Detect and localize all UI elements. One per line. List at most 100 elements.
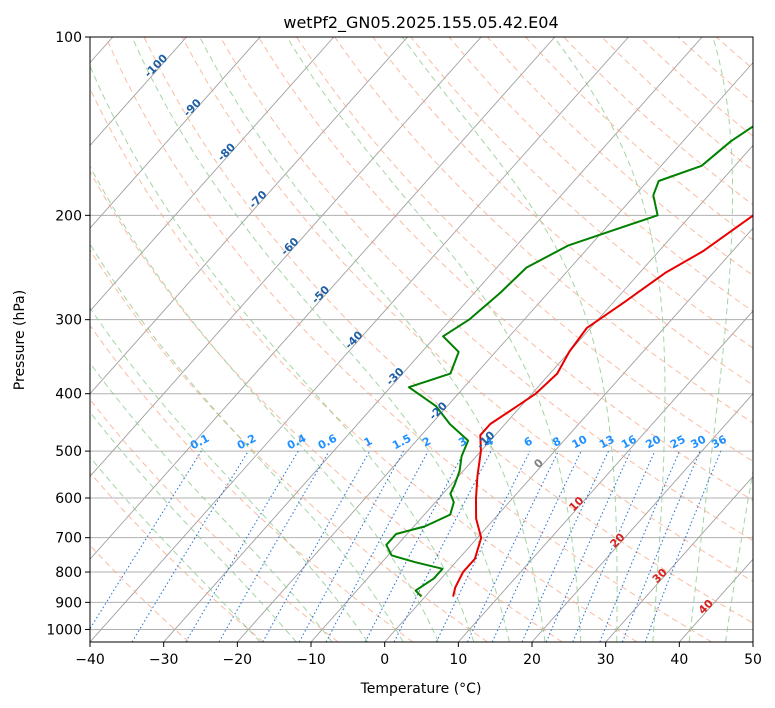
isotherm-label: -60: [278, 235, 301, 258]
plot-frame: [89, 36, 754, 643]
mixing-ratio-line: [131, 450, 249, 642]
mixing-ratio-label: 6: [522, 434, 535, 449]
mixing-ratio-label: 0.1: [188, 432, 211, 453]
mixing-ratio-line: [621, 450, 701, 642]
isotherm-line: [605, 475, 753, 642]
dry-adiabat-line: [487, 37, 753, 277]
isotherm-label: -40: [342, 328, 365, 351]
mixing-ratio-label: 20: [643, 433, 663, 452]
mixing-ratio-line: [467, 450, 559, 642]
x-tick-label: 40: [670, 652, 688, 668]
mixing-ratio-label: 1.5: [390, 432, 413, 453]
x-tick-label: −10: [296, 652, 326, 668]
y-tick-label: 600: [55, 491, 82, 507]
dry-adiabat-line: [90, 170, 563, 642]
x-tick-label: 20: [523, 652, 541, 668]
moist-adiabat-line: [90, 243, 404, 642]
isotherm-line: [457, 310, 753, 642]
x-tick-label: 10: [449, 652, 467, 668]
moist-adiabat-line: [286, 37, 582, 642]
isotherm-line: [384, 227, 753, 642]
mixing-ratio-line: [644, 450, 722, 642]
mixing-ratio-line: [185, 450, 299, 642]
dry-adiabat-line: [90, 398, 339, 642]
mixing-ratio-label: 0.4: [285, 432, 309, 453]
isotherm-line: [236, 61, 753, 642]
moist-adiabat-line: [90, 64, 475, 642]
mixing-ratio-label: 13: [597, 433, 617, 452]
x-tick-label: 0: [380, 652, 389, 668]
isotherm-label: -50: [309, 283, 332, 306]
isotherm-line: [90, 37, 556, 560]
isotherm-line: [310, 144, 753, 642]
mixing-ratio-label: 1: [362, 434, 375, 449]
dry-adiabat-label: 30: [650, 566, 670, 586]
mixing-ratio-line: [90, 450, 202, 630]
moist-adiabat-line: [725, 468, 753, 642]
dry-adiabat-line: [90, 324, 414, 642]
dry-adiabat-line: [448, 37, 753, 313]
isotherm-line: [163, 37, 703, 642]
y-tick-label: 100: [55, 30, 82, 46]
dry-adiabat-line: [601, 37, 753, 171]
mixing-ratio-line: [572, 450, 656, 642]
dry-adiabat-line: [90, 248, 488, 642]
y-tick-label: 200: [55, 208, 82, 224]
moist-adiabat-line: [90, 165, 439, 642]
mixing-ratio-line: [298, 450, 404, 642]
isotherm-label: -100: [142, 51, 171, 80]
isotherm-line: [90, 37, 629, 642]
dry-adiabat-line: [143, 37, 753, 624]
mixing-ratio-line: [364, 450, 465, 642]
mixing-ratio-label: 2: [420, 434, 433, 449]
dry-adiabat-line: [372, 37, 753, 386]
mixing-ratio-line: [545, 450, 632, 642]
mixing-ratio-line: [491, 450, 582, 642]
mixing-ratio-label: 30: [689, 433, 709, 452]
x-tick-label: 50: [744, 652, 762, 668]
chart-title: wetPf2_GN05.2025.155.05.42.E04: [283, 13, 558, 33]
dry-adiabat-line: [677, 37, 753, 103]
y-tick-label: 800: [55, 565, 82, 581]
mixing-ratio-line: [521, 450, 609, 642]
dry-adiabat-line: [105, 37, 712, 642]
dry-adiabat-label: 10: [566, 494, 586, 514]
mixing-ratio-line: [599, 450, 680, 642]
dry-adiabat-line: [90, 87, 638, 642]
mixing-ratio-line: [393, 450, 492, 642]
dry-adiabat-line: [90, 471, 264, 642]
dry-adiabat-line: [257, 37, 753, 502]
isotherm-line: [90, 37, 335, 312]
isotherm-line: [90, 37, 261, 229]
dry-adiabat-line: [410, 37, 753, 349]
mixing-ratio-line: [262, 450, 371, 642]
mixing-ratio-label: 10: [570, 433, 590, 452]
dewpoint-profile-line: [385, 125, 753, 598]
dry-adiabat-line: [334, 37, 753, 424]
moist-adiabat-line: [131, 37, 510, 642]
moist-adiabat-line: [553, 37, 666, 642]
dry-adiabat-line: [90, 544, 190, 642]
isotherm-line: [531, 393, 753, 642]
moist-adiabat-line: [90, 456, 261, 642]
x-tick-label: −40: [75, 652, 105, 668]
mixing-ratio-line: [218, 450, 330, 642]
x-tick-label: −30: [149, 652, 179, 668]
moist-adiabat-line: [688, 37, 734, 642]
y-tick-label: 700: [55, 531, 82, 547]
isotherm-line: [752, 641, 753, 642]
dry-adiabat-line: [715, 37, 753, 70]
x-tick-label: −20: [223, 652, 253, 668]
y-tick-label: 1000: [46, 622, 82, 638]
dry-adiabat-label: 20: [608, 530, 628, 550]
moist-adiabat-line: [199, 37, 546, 642]
mixing-ratio-label: 8: [550, 434, 563, 449]
dry-adiabat-line: [525, 37, 753, 241]
y-axis-label: Pressure (hPa): [12, 290, 28, 390]
isotherm-line: [90, 37, 482, 478]
temperature-profile-line: [452, 214, 753, 597]
y-tick-label: 400: [55, 387, 82, 403]
mixing-ratio-line: [325, 450, 429, 642]
isotherm-label: -30: [384, 365, 407, 388]
